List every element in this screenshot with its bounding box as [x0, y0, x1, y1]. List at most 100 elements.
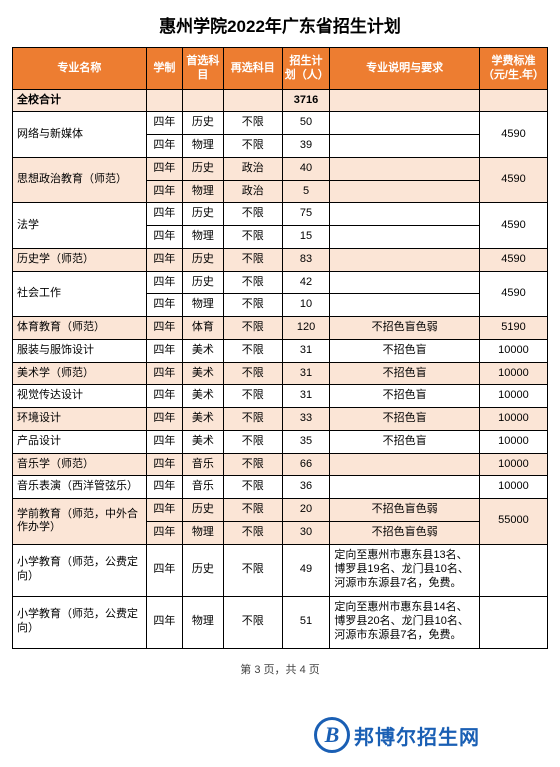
- cell-sys: 四年: [146, 453, 182, 476]
- cell-major: 社会工作: [13, 271, 147, 317]
- cell-fee: 55000: [479, 499, 547, 545]
- cell-sys: 四年: [146, 226, 182, 249]
- cell-sec: 不限: [223, 248, 282, 271]
- table-row: 音乐表演（西洋管弦乐）四年音乐不限3610000: [13, 476, 548, 499]
- cell-req: [330, 271, 480, 294]
- cell-pri: 物理: [183, 521, 224, 544]
- table-row: 视觉传达设计四年美术不限31不招色盲10000: [13, 385, 548, 408]
- cell-req: [330, 248, 480, 271]
- cell-req: 不招色盲: [330, 430, 480, 453]
- cell-sys: 四年: [146, 385, 182, 408]
- cell-pri: 美术: [183, 339, 224, 362]
- cell-sys: 四年: [146, 499, 182, 522]
- cell-pri: 美术: [183, 408, 224, 431]
- cell-fee: 5190: [479, 317, 547, 340]
- watermark-text: 邦博尔招生网: [354, 721, 480, 750]
- pager: 第 3 页，共 4 页: [0, 649, 560, 677]
- cell-req: 不招色盲色弱: [330, 317, 480, 340]
- cell-pri: 历史: [183, 499, 224, 522]
- cell-count: 31: [282, 339, 330, 362]
- cell-count: 42: [282, 271, 330, 294]
- table-row: 美术学（师范）四年美术不限31不招色盲10000: [13, 362, 548, 385]
- cell-sec: 政治: [223, 180, 282, 203]
- cell-fee: 4590: [479, 271, 547, 317]
- cell-count: 35: [282, 430, 330, 453]
- cell-major: 历史学（师范）: [13, 248, 147, 271]
- cell-count: 15: [282, 226, 330, 249]
- cell-sec: 政治: [223, 157, 282, 180]
- cell-pri: 历史: [183, 544, 224, 596]
- cell-sys: 四年: [146, 521, 182, 544]
- cell-sec: 不限: [223, 385, 282, 408]
- cell-sys: 四年: [146, 112, 182, 135]
- cell-pri: 美术: [183, 362, 224, 385]
- cell-major: 产品设计: [13, 430, 147, 453]
- cell-count: 10: [282, 294, 330, 317]
- cell-sec: 不限: [223, 226, 282, 249]
- table-col-header: 首选科目: [183, 48, 224, 90]
- cell-pri: 音乐: [183, 476, 224, 499]
- cell-sys: 四年: [146, 596, 182, 648]
- cell-sec: 不限: [223, 521, 282, 544]
- cell-sec: 不限: [223, 596, 282, 648]
- table-row: 体育教育（师范）四年体育不限120不招色盲色弱5190: [13, 317, 548, 340]
- cell-sys: 四年: [146, 135, 182, 158]
- cell-fee: [479, 544, 547, 596]
- cell-count: 66: [282, 453, 330, 476]
- cell-sec: 不限: [223, 135, 282, 158]
- cell-pri: 物理: [183, 596, 224, 648]
- cell-sys: 四年: [146, 339, 182, 362]
- table-col-header: 招生计划（人）: [282, 48, 330, 90]
- cell-req: [330, 294, 480, 317]
- cell-major: 小学教育（师范，公费定向）: [13, 596, 147, 648]
- cell-req: 定向至惠州市惠东县13名、博罗县19名、龙门县10名、河源市东源县7名，免费。: [330, 544, 480, 596]
- cell-sys: 四年: [146, 203, 182, 226]
- cell-sec: 不限: [223, 544, 282, 596]
- table-row: 音乐学（师范）四年音乐不限6610000: [13, 453, 548, 476]
- cell-sec: 不限: [223, 476, 282, 499]
- cell-sys: 四年: [146, 544, 182, 596]
- table-row: 思想政治教育（师范）四年历史政治404590: [13, 157, 548, 180]
- cell-pri: 物理: [183, 180, 224, 203]
- cell-count: 51: [282, 596, 330, 648]
- table-col-header: 学费标准（元/生.年）: [479, 48, 547, 90]
- cell-sys: 四年: [146, 248, 182, 271]
- cell-major: 网络与新媒体: [13, 112, 147, 158]
- cell-count: 30: [282, 521, 330, 544]
- cell-sec: 不限: [223, 317, 282, 340]
- cell-sys: 四年: [146, 271, 182, 294]
- cell-major: 视觉传达设计: [13, 385, 147, 408]
- cell-count: 31: [282, 385, 330, 408]
- table-row: 学前教育（师范，中外合作办学）四年历史不限20不招色盲色弱55000: [13, 499, 548, 522]
- admissions-table: 专业名称学制首选科目再选科目招生计划（人）专业说明与要求学费标准（元/生.年） …: [12, 47, 548, 649]
- cell-count: 40: [282, 157, 330, 180]
- cell-count: 75: [282, 203, 330, 226]
- cell-fee: 4590: [479, 203, 547, 249]
- table-row: 小学教育（师范，公费定向）四年物理不限51定向至惠州市惠东县14名、博罗县20名…: [13, 596, 548, 648]
- cell-req: [330, 180, 480, 203]
- table-row: 小学教育（师范，公费定向）四年历史不限49定向至惠州市惠东县13名、博罗县19名…: [13, 544, 548, 596]
- cell-sec: 不限: [223, 499, 282, 522]
- cell-major: 学前教育（师范，中外合作办学）: [13, 499, 147, 545]
- cell-req: [330, 476, 480, 499]
- cell-pri: 体育: [183, 317, 224, 340]
- cell-count: 120: [282, 317, 330, 340]
- cell-fee: 4590: [479, 112, 547, 158]
- cell-major: 环境设计: [13, 408, 147, 431]
- cell-req: [330, 112, 480, 135]
- cell-sec: 不限: [223, 408, 282, 431]
- table-col-header: 学制: [146, 48, 182, 90]
- cell-fee: 10000: [479, 362, 547, 385]
- cell-sec: 不限: [223, 362, 282, 385]
- cell-fee: 4590: [479, 248, 547, 271]
- table-header-row: 专业名称学制首选科目再选科目招生计划（人）专业说明与要求学费标准（元/生.年）: [13, 48, 548, 90]
- cell-sec: 不限: [223, 203, 282, 226]
- cell-count: 49: [282, 544, 330, 596]
- cell-sys: 四年: [146, 180, 182, 203]
- cell-pri: 物理: [183, 135, 224, 158]
- table-col-header: 专业名称: [13, 48, 147, 90]
- cell-count: 33: [282, 408, 330, 431]
- cell-pri: 美术: [183, 430, 224, 453]
- cell-sec: 不限: [223, 339, 282, 362]
- cell-sys: 四年: [146, 408, 182, 431]
